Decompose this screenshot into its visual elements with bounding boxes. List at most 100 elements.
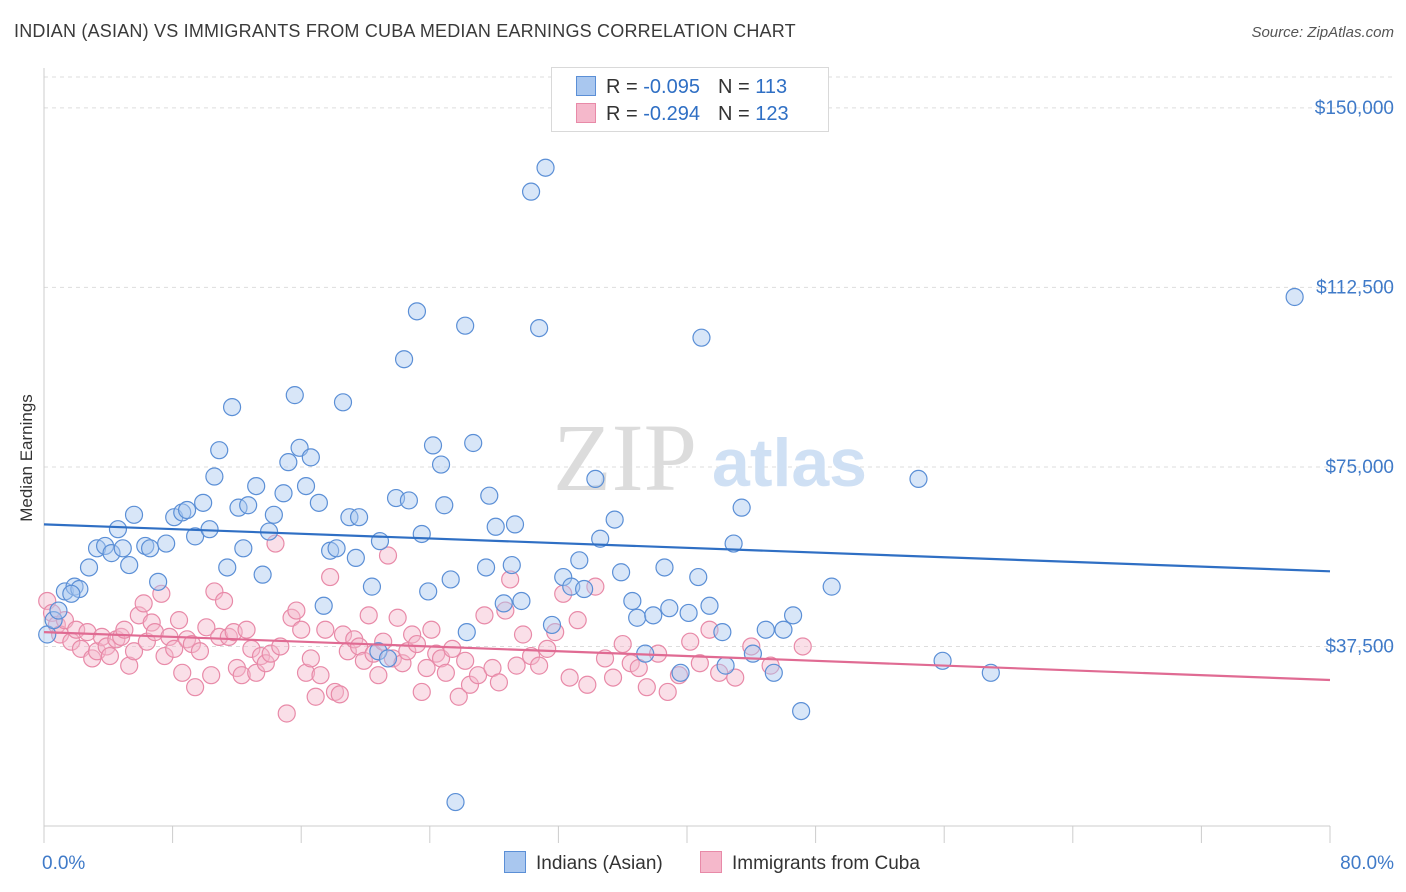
- data-point-cuba: [186, 678, 205, 697]
- data-point-indians: [279, 453, 298, 472]
- data-point-indians: [476, 558, 496, 577]
- data-point-indians: [234, 539, 253, 558]
- data-point-cuba: [197, 618, 216, 637]
- data-point-indians: [247, 476, 266, 496]
- data-point-indians: [346, 548, 365, 568]
- bottom-legend-label: Indians (Asian): [536, 853, 663, 874]
- data-point-indians: [542, 615, 562, 635]
- y-tick-label: $150,000: [1315, 98, 1394, 119]
- legend-n-value: 113: [755, 76, 788, 98]
- data-point-indians: [274, 484, 293, 503]
- data-point-indians: [218, 558, 237, 577]
- data-point-indians: [530, 319, 549, 338]
- data-point-indians: [435, 496, 454, 515]
- data-point-cuba: [321, 567, 340, 587]
- data-point-cuba: [449, 687, 468, 706]
- data-point-cuba: [369, 666, 388, 685]
- data-point-indians: [441, 570, 460, 589]
- data-point-indians: [423, 436, 443, 455]
- data-point-cuba: [578, 675, 597, 694]
- data-point-indians: [660, 599, 679, 618]
- data-point-indians: [108, 520, 128, 539]
- series-indians-asian-points: [38, 158, 1304, 812]
- data-point-cuba: [78, 623, 97, 642]
- data-point-indians: [49, 601, 68, 620]
- data-point-indians: [783, 606, 803, 625]
- data-point-indians: [333, 393, 353, 412]
- data-point-cuba: [120, 656, 139, 675]
- data-point-cuba: [287, 601, 306, 620]
- trend-lines: [43, 523, 1331, 682]
- legend-r-label: R =: [606, 103, 644, 125]
- data-point-indians: [655, 558, 674, 577]
- data-point-cuba: [97, 637, 116, 656]
- data-point-indians: [689, 567, 708, 587]
- data-point-cuba: [261, 644, 280, 663]
- data-point-cuba: [456, 651, 475, 670]
- data-point-indians: [822, 577, 841, 596]
- data-point-indians: [253, 565, 272, 584]
- data-point-cuba: [388, 608, 407, 627]
- data-point-indians: [591, 529, 610, 548]
- y-axis-label: Median Earnings: [17, 394, 36, 522]
- data-point-cuba: [325, 682, 345, 702]
- data-point-indians: [394, 350, 414, 369]
- data-point-cuba: [292, 620, 311, 639]
- data-point-indians: [362, 577, 382, 596]
- data-point-cuba: [205, 582, 224, 601]
- data-point-indians: [177, 500, 197, 520]
- data-point-cuba: [538, 639, 557, 658]
- data-point-indians: [431, 455, 451, 474]
- data-point-indians: [700, 596, 719, 615]
- data-point-cuba: [658, 682, 677, 702]
- data-point-indians: [149, 572, 168, 591]
- data-point-indians: [205, 467, 224, 486]
- data-point-cuba: [742, 637, 761, 656]
- legend-row-cuba: R = -0.294 N = 123: [576, 103, 789, 126]
- y-tick-label: $75,000: [1325, 457, 1394, 478]
- data-point-cuba: [271, 637, 290, 656]
- data-point-indians: [301, 448, 320, 467]
- bottom-legend-swatch-pink: [700, 851, 722, 873]
- data-point-indians: [120, 555, 139, 575]
- data-point-cuba: [316, 620, 335, 639]
- data-point-cuba: [152, 584, 171, 603]
- data-point-indians: [909, 469, 928, 489]
- data-point-cuba: [190, 642, 210, 661]
- legend-swatch-pink: [576, 103, 596, 123]
- legend-n-label: N =: [717, 103, 756, 125]
- data-point-indians: [724, 534, 743, 553]
- data-point-cuba: [210, 627, 229, 646]
- data-point-indians: [140, 539, 160, 558]
- data-point-indians: [494, 594, 513, 613]
- data-point-indians: [327, 539, 346, 558]
- source-label: Source: ZipAtlas.com: [1251, 24, 1394, 41]
- data-point-indians: [369, 642, 388, 661]
- data-point-cuba: [134, 594, 153, 613]
- data-point-indians: [309, 493, 328, 512]
- data-point-cuba: [560, 668, 579, 687]
- data-point-indians: [102, 544, 121, 563]
- x-tick-label: 0.0%: [42, 853, 85, 874]
- data-point-cuba: [637, 678, 656, 697]
- data-point-cuba: [354, 651, 373, 670]
- data-point-indians: [296, 476, 316, 496]
- data-point-cuba: [489, 673, 509, 692]
- data-point-indians: [239, 496, 258, 515]
- data-point-cuba: [169, 611, 189, 630]
- data-point-cuba: [412, 682, 431, 702]
- legend-n-value: 123: [755, 103, 789, 125]
- data-point-cuba: [726, 668, 745, 687]
- data-point-indians: [671, 663, 690, 682]
- data-point-indians: [480, 486, 499, 505]
- data-point-cuba: [568, 611, 587, 630]
- bottom-legend-indians: Indians (Asian): [504, 851, 663, 875]
- data-point-indians: [464, 433, 483, 453]
- data-point-indians: [95, 536, 115, 556]
- data-point-cuba: [468, 666, 488, 685]
- data-point-cuba: [475, 606, 494, 625]
- watermark-zip: ZIP: [553, 404, 697, 511]
- data-point-cuba: [507, 656, 526, 675]
- data-point-cuba: [202, 666, 221, 685]
